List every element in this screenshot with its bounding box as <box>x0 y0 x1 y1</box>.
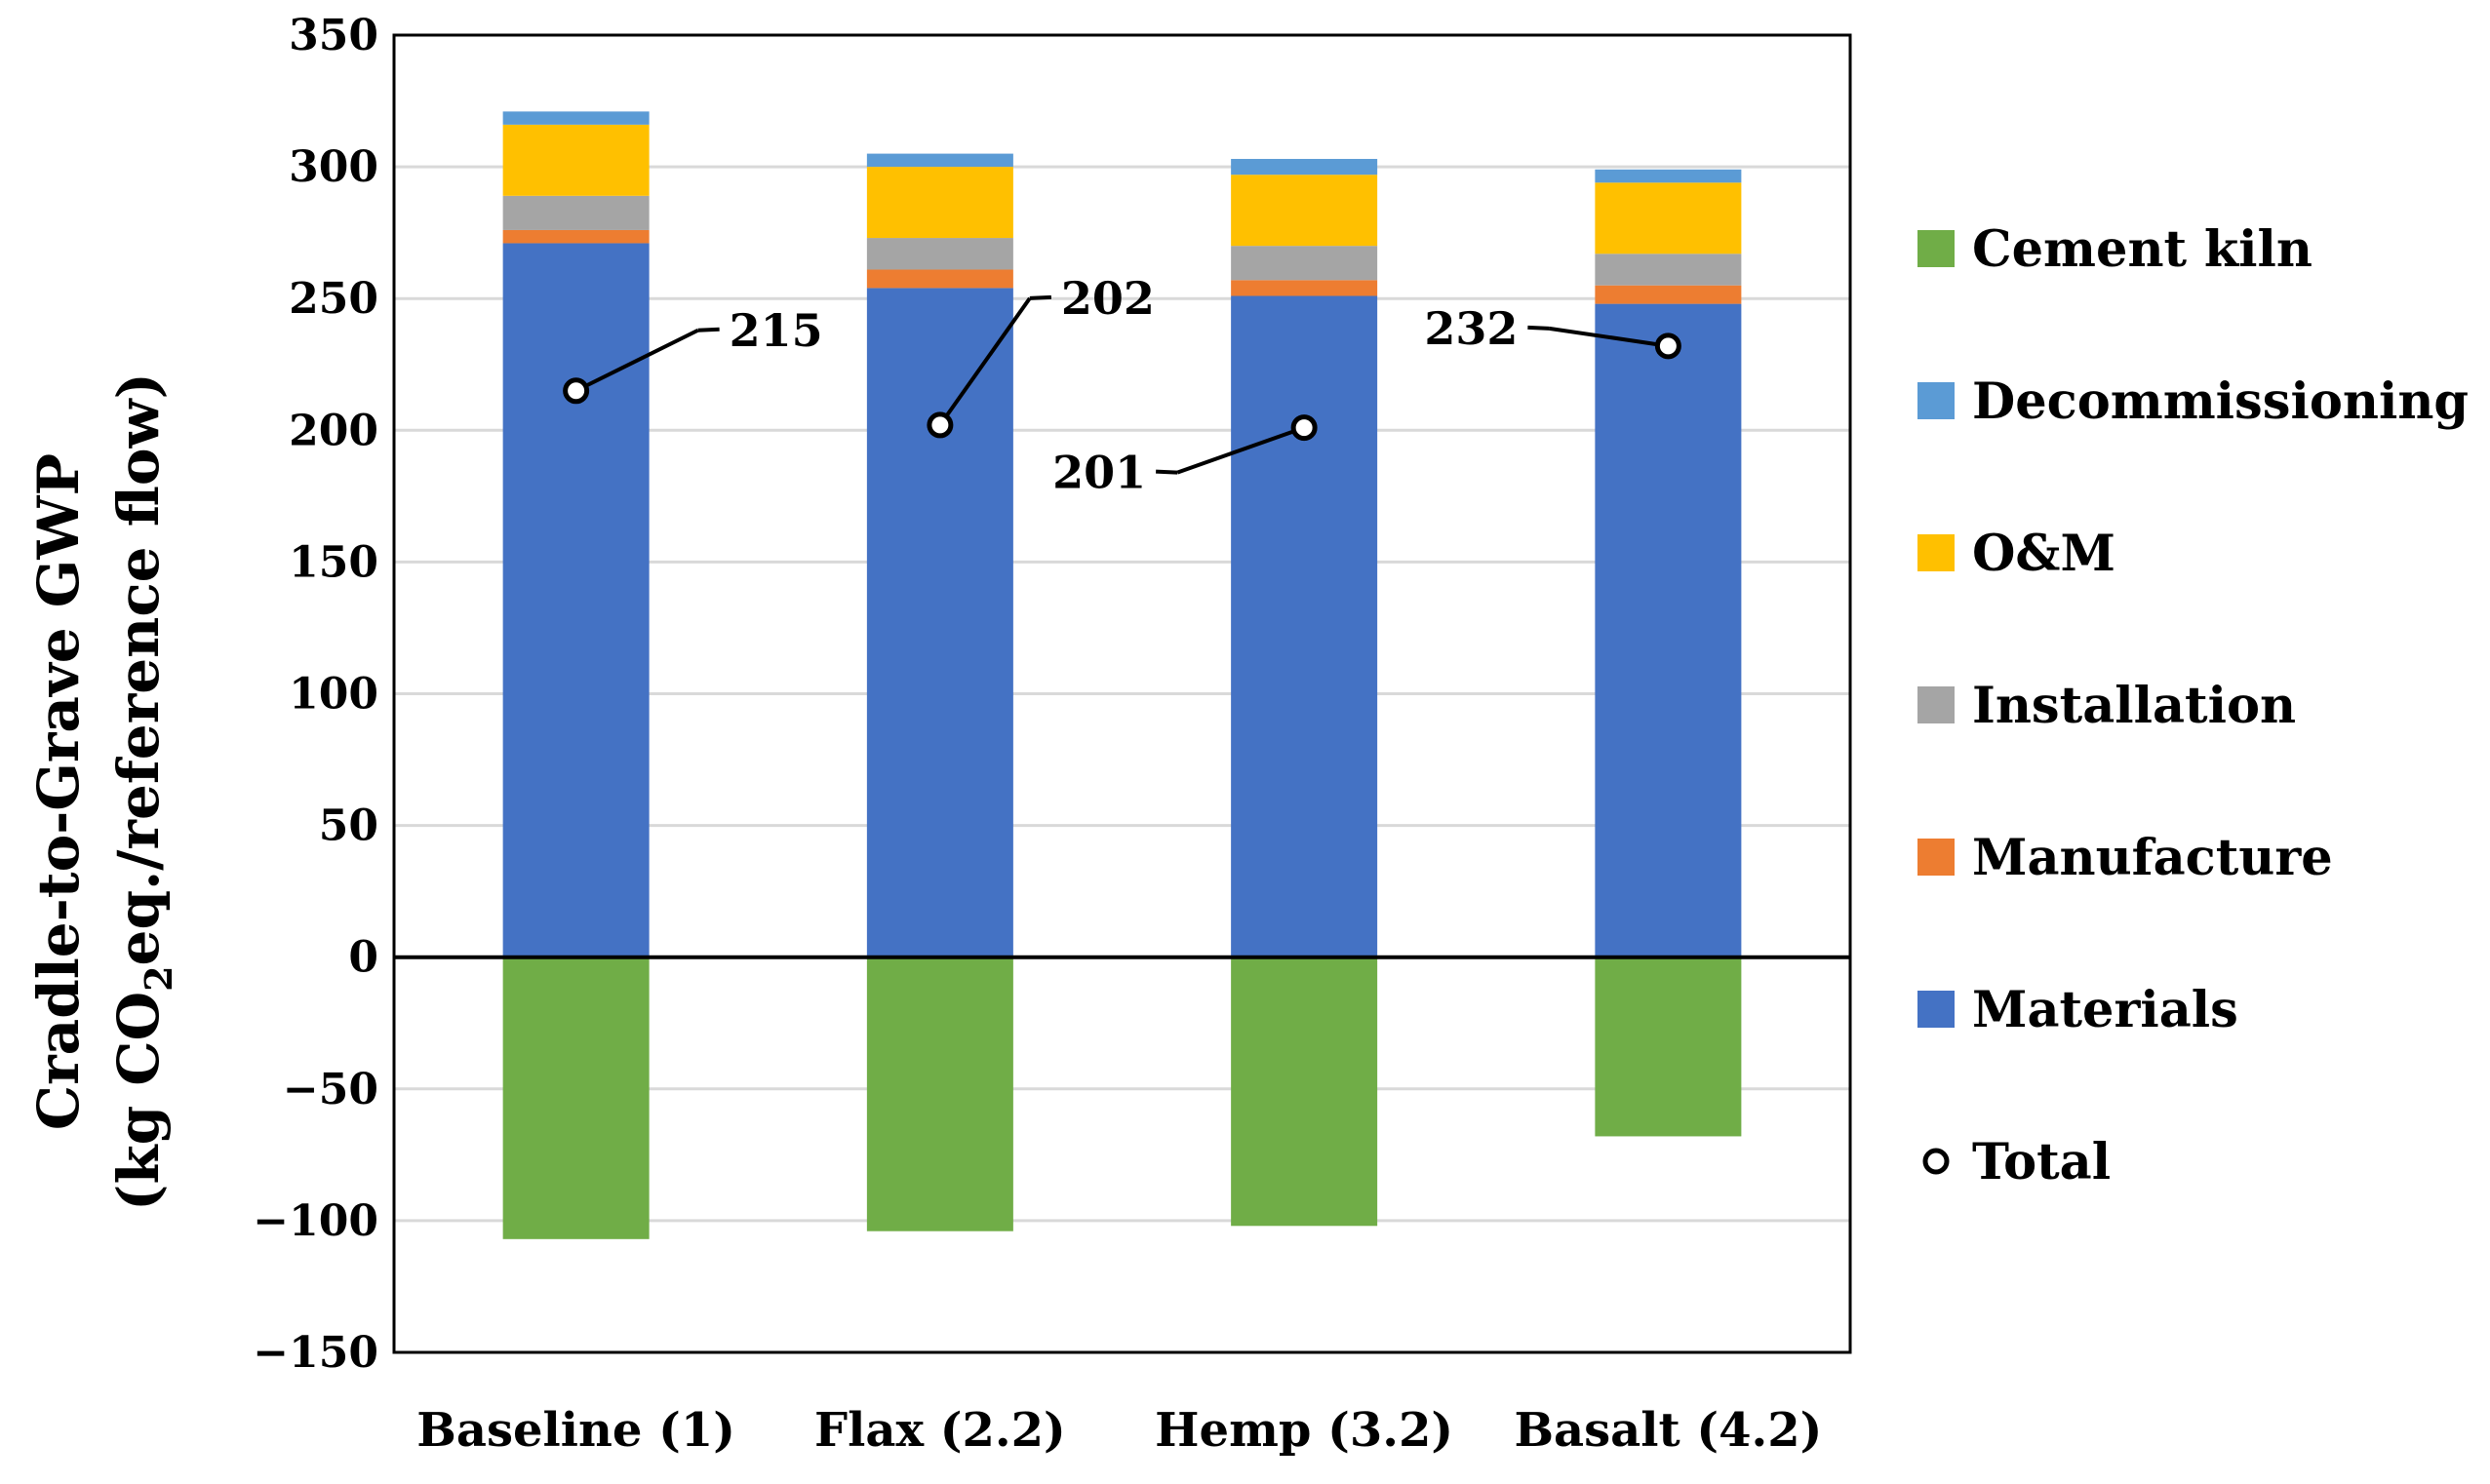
bar-segment-materials <box>1595 303 1742 957</box>
total-marker <box>1654 332 1681 360</box>
legend-swatch <box>1917 839 1955 876</box>
total-leader-line <box>574 328 699 393</box>
bar-segment-cement-kiln <box>502 957 650 1239</box>
total-marker <box>927 411 954 439</box>
bar-segment-manufacture <box>1231 280 1378 296</box>
bar-segment-materials <box>1231 295 1378 957</box>
y-axis-title-suffix: eq./reference flow) <box>105 372 172 965</box>
total-leader-tail <box>1156 469 1178 475</box>
total-value-label: 232 <box>1424 302 1518 355</box>
bar-segment-o-m <box>502 124 650 196</box>
x-category-label: Flax (2.2) <box>814 1403 1066 1458</box>
y-tick-label: 100 <box>289 670 378 720</box>
total-leader-tail <box>697 327 720 332</box>
bar-segment-decommissioning <box>1595 169 1742 183</box>
bar-segment-installation <box>502 195 650 230</box>
bar-segment-o-m <box>1595 182 1742 254</box>
bar-segment-cement-kiln <box>1595 957 1742 1137</box>
plot-frame <box>392 33 1852 1354</box>
bar-segment-decommissioning <box>502 111 650 125</box>
total-leader-line <box>1176 425 1305 475</box>
y-tick-label: 150 <box>289 537 378 587</box>
x-category-label: Basalt (4.2) <box>1514 1403 1822 1458</box>
y-tick-label: 50 <box>319 801 378 851</box>
y-tick-label: 300 <box>289 142 378 192</box>
total-value-label: 201 <box>1052 447 1146 499</box>
bar-segment-installation <box>1231 246 1378 281</box>
y-tick-label: 350 <box>289 11 378 60</box>
total-marker <box>1290 414 1318 442</box>
y-axis-title-subscript: 2 <box>137 965 180 991</box>
bar-segment-decommissioning <box>866 153 1013 168</box>
legend-label: O&M <box>1972 525 2115 583</box>
bar-segment-materials <box>502 243 650 957</box>
legend-label: Total <box>1972 1133 2111 1191</box>
y-axis-title-line2: (kg CO2eq./reference flow) <box>105 372 180 1211</box>
total-annotations: 215 202 201 232 <box>563 272 1681 499</box>
bar-segment-cement-kiln <box>1231 957 1378 1227</box>
y-tick-label: 200 <box>289 406 378 455</box>
legend-label: Decommissioning <box>1972 372 2469 431</box>
bar-segment-decommissioning <box>1231 158 1378 176</box>
legend-label: Materials <box>1972 981 2238 1039</box>
legend-label: Installation <box>1972 677 2296 735</box>
bar-segment-manufacture <box>866 269 1013 289</box>
total-leader-tail <box>1029 294 1051 300</box>
legend: Cement kiln Decommissioning O&M Installatio… <box>1917 220 2469 1191</box>
total-leader-line <box>1549 326 1669 348</box>
bar-segment-manufacture <box>502 229 650 244</box>
total-marker <box>563 377 590 405</box>
bar-segment-installation <box>866 238 1013 270</box>
legend-label: Cement kiln <box>1972 220 2312 279</box>
total-value-label: 202 <box>1061 272 1155 325</box>
bar-segment-installation <box>1595 254 1742 286</box>
legend-swatch <box>1917 534 1955 571</box>
y-tick-label: 250 <box>289 274 378 324</box>
total-leader-line <box>938 296 1032 427</box>
bar-segment-o-m <box>866 167 1013 239</box>
bar-segment-manufacture <box>1595 285 1742 304</box>
y-tick-label: −50 <box>283 1065 378 1114</box>
total-leader-tail <box>1527 325 1550 331</box>
x-category-label: Hemp (3.2) <box>1155 1403 1453 1458</box>
legend-label: Manufacture <box>1972 829 2333 887</box>
bars <box>502 111 1742 1239</box>
bar-segment-materials <box>866 288 1013 957</box>
axes: −150 −100 −50 0 50 100 150 200 250 300 350 Baseline… <box>253 11 1852 1458</box>
y-axis-title-prefix: (kg CO <box>105 992 172 1211</box>
legend-swatch <box>1917 230 1955 267</box>
legend-swatch <box>1917 382 1955 419</box>
y-tick-label: 0 <box>348 933 378 983</box>
y-tick-label: −100 <box>253 1196 378 1246</box>
y-axis-title-line1: Cradle-to-Grave GWP <box>25 453 92 1130</box>
legend-swatch-total <box>1922 1148 1950 1175</box>
legend-swatch <box>1917 991 1955 1028</box>
total-value-label: 215 <box>730 304 823 357</box>
x-category-label: Baseline (1) <box>416 1403 735 1458</box>
y-tick-label: −150 <box>253 1328 378 1378</box>
legend-swatch <box>1917 686 1955 723</box>
bar-segment-cement-kiln <box>866 957 1013 1231</box>
bar-segment-o-m <box>1231 175 1378 247</box>
